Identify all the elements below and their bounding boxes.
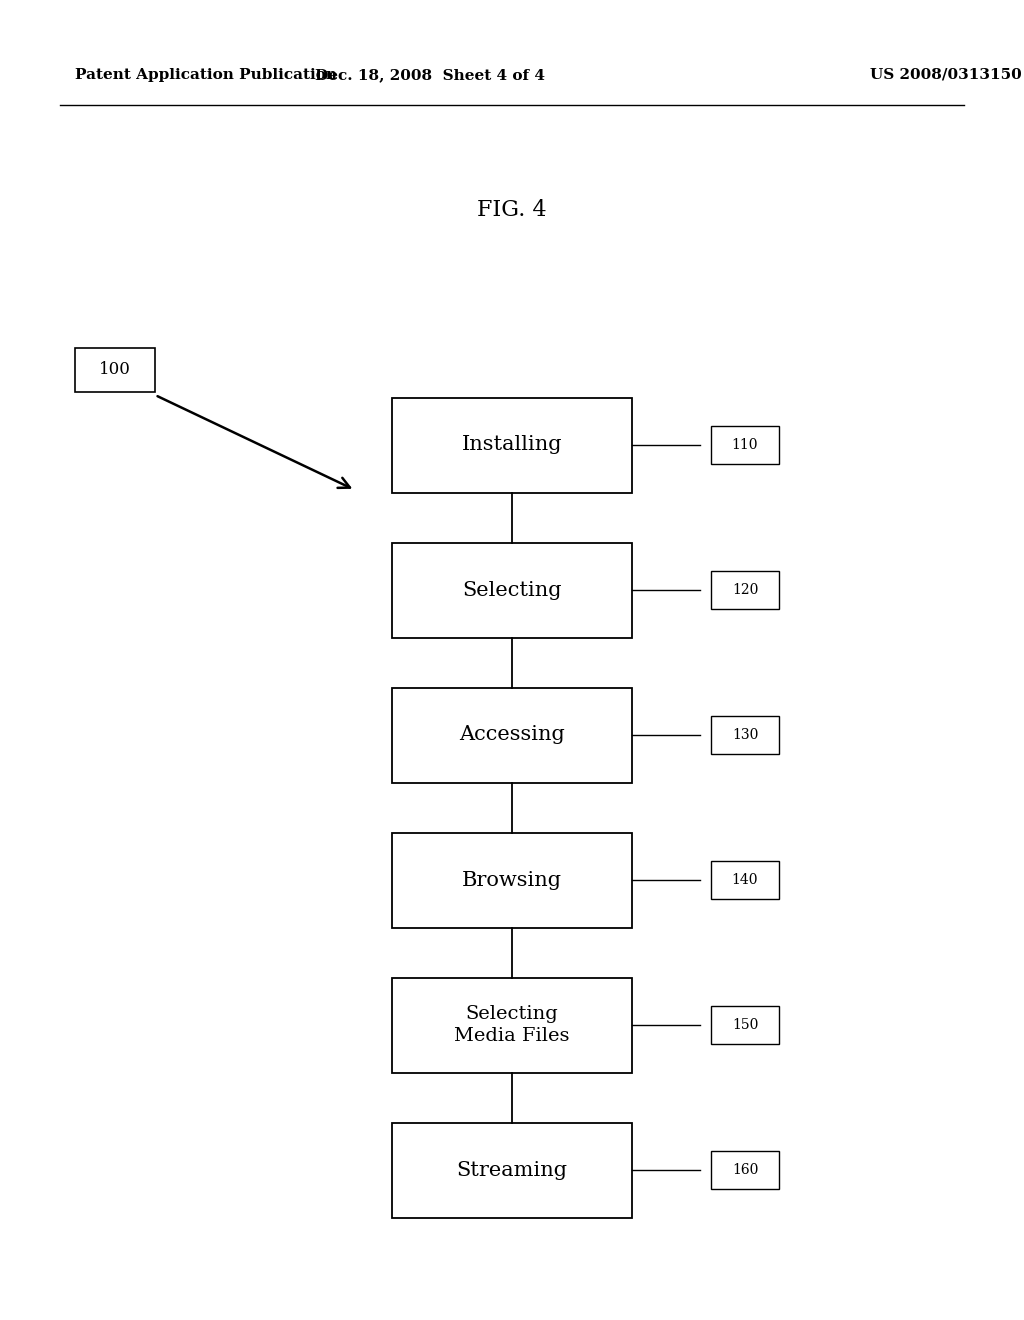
- Bar: [392, 397, 632, 492]
- Text: Streaming: Streaming: [457, 1160, 567, 1180]
- Text: 150: 150: [732, 1018, 758, 1032]
- Text: 130: 130: [732, 729, 758, 742]
- Bar: [392, 978, 632, 1072]
- Text: Selecting: Selecting: [462, 581, 562, 599]
- Bar: [392, 833, 632, 928]
- Bar: [392, 688, 632, 783]
- Bar: [711, 572, 779, 609]
- Text: Installing: Installing: [462, 436, 562, 454]
- Text: 120: 120: [732, 583, 758, 597]
- Text: Patent Application Publication: Patent Application Publication: [75, 69, 337, 82]
- Text: US 2008/0313150 A1: US 2008/0313150 A1: [870, 69, 1024, 82]
- Text: Accessing: Accessing: [459, 726, 565, 744]
- Bar: [711, 426, 779, 465]
- Bar: [711, 861, 779, 899]
- Bar: [392, 1122, 632, 1217]
- Text: Browsing: Browsing: [462, 870, 562, 890]
- Bar: [711, 715, 779, 754]
- Text: 140: 140: [732, 873, 758, 887]
- Text: 100: 100: [99, 362, 131, 379]
- Text: FIG. 4: FIG. 4: [477, 199, 547, 220]
- Bar: [75, 348, 155, 392]
- Bar: [392, 543, 632, 638]
- Text: 160: 160: [732, 1163, 758, 1177]
- Text: Selecting
Media Files: Selecting Media Files: [455, 1005, 569, 1045]
- Text: 110: 110: [732, 438, 758, 451]
- Text: Dec. 18, 2008  Sheet 4 of 4: Dec. 18, 2008 Sheet 4 of 4: [315, 69, 545, 82]
- Bar: [711, 1151, 779, 1189]
- Bar: [711, 1006, 779, 1044]
